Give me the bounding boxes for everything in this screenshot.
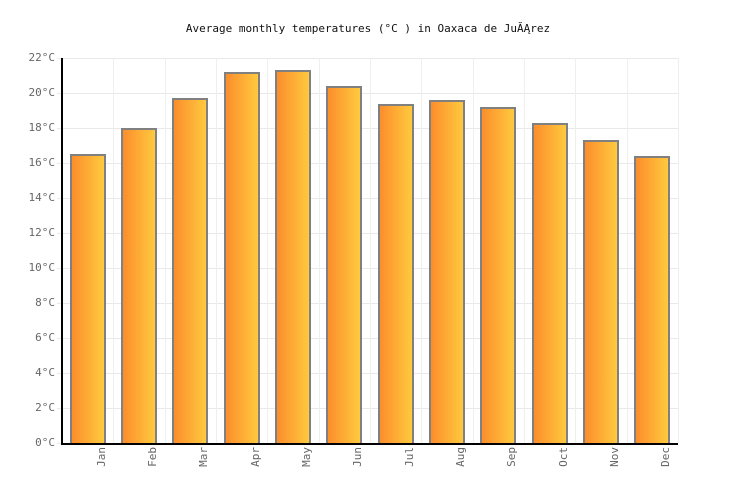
y-axis-tick [57,93,61,94]
bar-jul[interactable] [377,103,414,443]
gridline-vertical [575,58,577,443]
y-axis-tick [57,198,61,199]
x-axis-label-jun: Jun [351,447,365,467]
y-axis-label: 4°C [35,366,55,379]
y-axis-label: 2°C [35,401,55,414]
x-axis-label-jul: Jul [402,447,416,467]
x-axis-label-oct: Oct [556,447,570,467]
y-axis-label: 14°C [28,191,56,204]
bar-nov[interactable] [583,140,619,443]
gridline-vertical [524,58,525,443]
x-axis-label-sep: Sep [505,447,519,467]
bar-jun[interactable] [326,86,363,443]
gridline-vertical [626,58,628,443]
y-axis-label: 18°C [28,121,56,134]
y-axis-label: 6°C [35,331,55,344]
gridline-vertical [164,58,166,443]
x-axis-label-feb: Feb [146,447,159,467]
y-axis-label: 16°C [28,156,56,169]
x-axis-label-dec: Dec [659,447,673,467]
gridline-vertical [370,58,371,443]
gridline-vertical [421,58,423,443]
bar-oct[interactable] [531,122,568,443]
bar-aug[interactable] [429,100,465,443]
y-axis-label: 10°C [28,261,56,274]
bar-sep[interactable] [480,107,517,443]
y-axis-label: 8°C [35,296,55,309]
gridline-vertical [267,58,269,443]
y-axis-tick [57,128,61,129]
y-axis [61,58,63,445]
x-axis-label-nov: Nov [608,447,621,467]
bar-may[interactable] [275,70,311,443]
chart-title: Average monthly temperatures (°C ) in Oa… [185,22,551,35]
y-axis-label: 22°C [28,51,56,64]
y-axis-tick [57,373,61,374]
x-axis-label-apr: Apr [248,447,262,467]
x-axis [61,443,678,445]
gridline-vertical [216,58,217,443]
bar-mar[interactable] [172,98,209,443]
gridline-vertical [318,58,320,443]
y-axis-tick [57,408,61,409]
gridline-vertical [113,58,115,443]
x-axis-label-may: May [300,447,313,467]
x-axis-label-aug: Aug [454,447,467,467]
gridline-vertical [472,58,474,443]
bar-jan[interactable] [69,154,106,443]
bar-feb[interactable] [121,128,157,443]
y-axis-label: 12°C [28,226,56,239]
x-axis-label-mar: Mar [197,447,211,467]
y-axis-tick [57,58,61,59]
y-axis-tick [57,303,61,304]
y-axis-label: 0°C [35,436,55,449]
y-axis-tick [57,233,61,234]
x-axis-label-jan: Jan [94,447,108,467]
y-axis-tick [57,163,61,164]
y-axis-tick [57,338,61,339]
y-axis-tick [57,268,61,269]
bar-apr[interactable] [223,72,260,443]
y-axis-label: 20°C [28,86,56,99]
gridline-vertical [678,58,679,443]
bar-dec[interactable] [634,156,671,443]
y-axis-tick [57,443,61,444]
